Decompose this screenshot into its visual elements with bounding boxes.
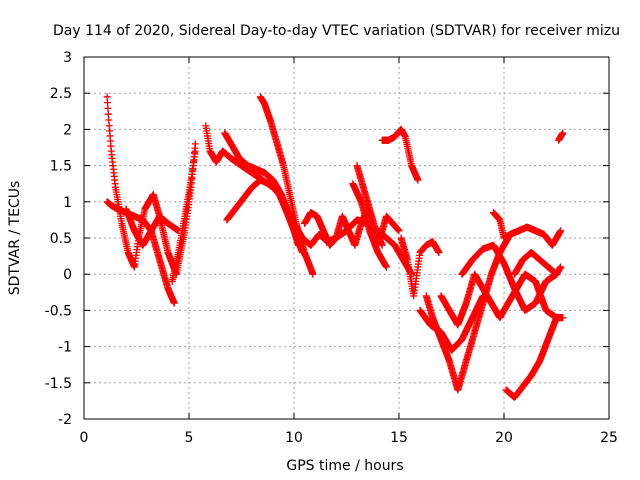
data-point (414, 176, 422, 184)
axis-tick-labels: 0 5 10 15 20 25 -2 -1.5 -1 -0.5 0 0.5 1 1.5 2 2.5 3 (45, 50, 618, 446)
data-point (309, 270, 317, 278)
data-point (191, 140, 199, 148)
x-tick-label: 20 (495, 430, 513, 446)
x-tick-label: 25 (600, 430, 618, 446)
y-tick-label: -1.5 (45, 376, 72, 392)
y-tick-label: 3 (63, 50, 72, 66)
y-tick-label: -0.5 (45, 303, 72, 319)
series-track-m (397, 234, 443, 300)
series-track-k (353, 162, 386, 249)
series-track-r (490, 209, 565, 249)
y-tick-label: -2 (58, 412, 72, 428)
series-track-d (168, 147, 199, 285)
series-track-j (349, 180, 390, 271)
data-point (382, 263, 390, 271)
series-track-o (416, 292, 487, 354)
data-point (191, 147, 199, 155)
chart-title: Day 114 of 2020, Sidereal Day-to-day VTE… (53, 23, 620, 39)
y-tick-label: 1.5 (50, 159, 72, 175)
series-track-h (256, 93, 317, 278)
data-points (103, 93, 567, 401)
x-tick-label: 10 (285, 430, 303, 446)
data-point (395, 227, 403, 235)
series-track-f (223, 176, 306, 256)
series-track-c (122, 205, 182, 249)
y-tick-label: -1 (58, 340, 72, 356)
y-tick-label: 2 (63, 122, 72, 138)
series-track-g (221, 129, 302, 249)
series-track-q (458, 241, 560, 314)
x-tick-label: 15 (390, 430, 408, 446)
x-axis-label: GPS time / hours (286, 458, 403, 474)
x-tick-label: 5 (185, 430, 194, 446)
data-point (378, 241, 386, 249)
data-point (435, 248, 443, 256)
y-tick-label: 0 (63, 267, 72, 283)
y-tick-label: 0.5 (50, 231, 72, 247)
y-tick-label: 2.5 (50, 86, 72, 102)
y-axis-label: SDTVAR / TECUs (7, 181, 23, 296)
data-point (170, 299, 178, 307)
x-tick-label: 0 (80, 430, 89, 446)
series-track-l (378, 125, 422, 184)
y-tick-label: 1 (63, 195, 72, 211)
